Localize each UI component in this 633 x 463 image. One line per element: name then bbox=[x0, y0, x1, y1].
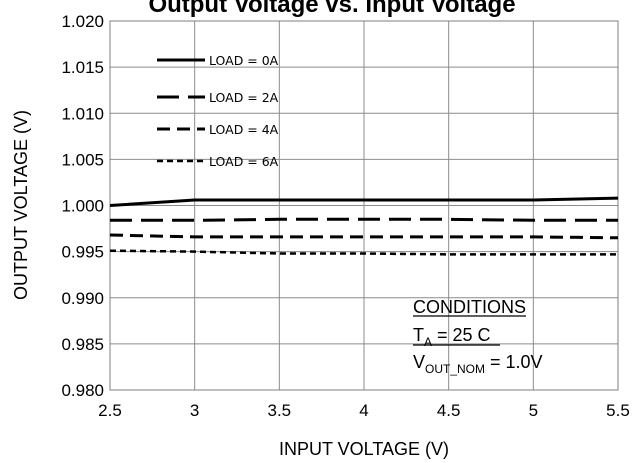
x-tick-label: 5 bbox=[529, 401, 538, 420]
legend: LOAD = 0A LOAD = 2A LOAD = 4A LOAD = 6A bbox=[157, 53, 279, 169]
series-line-2 bbox=[110, 217, 618, 222]
x-axis-label: INPUT VOLTAGE (V) bbox=[279, 439, 449, 459]
x-tick-label: 2.5 bbox=[98, 401, 122, 420]
x-tick-label: 4 bbox=[359, 401, 368, 420]
conditions-vout: VOUT_NOM = 1.0V bbox=[413, 352, 543, 376]
y-axis-label: OUTPUT VOLTAGE (V) bbox=[11, 110, 31, 300]
legend-label-2: LOAD = 2A bbox=[209, 90, 279, 105]
y-tick-label: 1.005 bbox=[61, 150, 104, 169]
series-line-1 bbox=[109, 196, 619, 207]
x-axis-ticks: 2.5 3 3.5 4 4.5 5 5.5 bbox=[98, 401, 630, 420]
legend-label-4: LOAD = 6A bbox=[209, 154, 279, 169]
x-tick-label: 3 bbox=[190, 401, 199, 420]
y-tick-label: 1.010 bbox=[61, 104, 104, 123]
y-axis-ticks: 0.980 0.985 0.990 0.995 1.000 1.005 1.010 1.015… bbox=[61, 12, 104, 400]
grid bbox=[109, 20, 619, 391]
y-tick-label: 0.980 bbox=[61, 381, 104, 400]
chart-title: Output Voltage vs. Input Voltage bbox=[148, 0, 515, 18]
conditions-ta: TA = 25 C bbox=[413, 325, 491, 349]
y-tick-label: 1.020 bbox=[61, 12, 104, 31]
legend-label-1: LOAD = 0A bbox=[209, 53, 279, 68]
x-tick-label: 4.5 bbox=[437, 401, 461, 420]
y-tick-label: 0.985 bbox=[61, 335, 104, 354]
conditions-heading: CONDITIONS bbox=[413, 297, 526, 317]
series-group bbox=[109, 196, 619, 256]
x-tick-label: 5.5 bbox=[606, 401, 630, 420]
x-tick-label: 3.5 bbox=[268, 401, 292, 420]
y-tick-label: 0.990 bbox=[61, 289, 104, 308]
y-tick-label: 0.995 bbox=[61, 243, 104, 262]
conditions-box: CONDITIONS TA = 25 C VOUT_NOM = 1.0V bbox=[413, 297, 543, 376]
series-line-3 bbox=[109, 233, 619, 240]
y-tick-label: 1.015 bbox=[61, 58, 104, 77]
y-tick-label: 1.000 bbox=[61, 197, 104, 216]
legend-label-3: LOAD = 4A bbox=[209, 122, 279, 137]
series-line-4 bbox=[109, 249, 618, 256]
